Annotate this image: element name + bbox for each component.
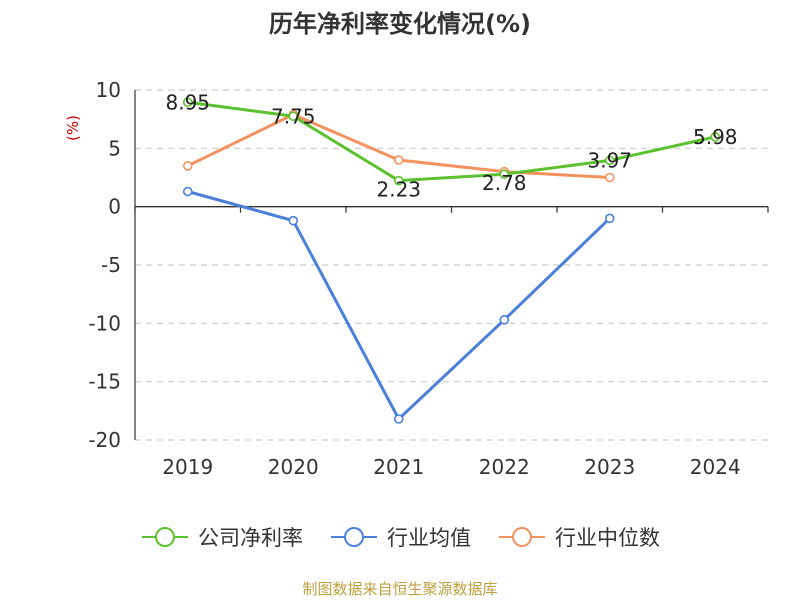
x-tick-label: 2022 [479,455,530,479]
series-line [187,100,716,183]
y-axis-label: (%) [64,115,82,141]
data-point [499,315,510,325]
data-point [393,414,404,424]
data-point [288,215,299,226]
data-point [288,111,299,122]
data-point [182,97,193,108]
y-tick-label: -15 [88,370,121,394]
y-tick-label: -20 [88,428,121,452]
data-label: 5.98 [693,125,738,149]
data-label: 3.97 [587,148,632,172]
source-note: 制图数据来自恒生聚源数据库 [302,580,498,598]
x-tick-label: 2021 [373,455,424,479]
legend-item[interactable]: 行业均值 [329,522,471,552]
legend-label: 公司净利率 [198,526,303,550]
x-tick-label: 2019 [162,455,213,479]
legend-circle [344,527,364,547]
x-tick-label: 2023 [584,455,635,479]
x-tick-label: 2020 [268,455,319,479]
data-label: 8.95 [165,90,210,114]
legend: 公司净利率 行业均值 行业中位数 [0,520,800,554]
y-tick-label: 0 [108,195,121,219]
y-tick-label: 10 [96,78,121,102]
data-label: 2.23 [376,178,421,202]
line-chart: (%) 10 5 0 -5 -10 -15 -20 2019 2020 2021 2022 2023 2… [64,78,769,479]
data-point [604,172,615,183]
legend-circle [155,527,175,547]
chart-title: 历年净利率变化情况(%) [269,10,531,38]
legend-circle [512,527,532,547]
y-tick-label: -10 [88,311,121,335]
data-label: 7.75 [271,104,316,128]
legend-marker-icon [142,527,188,547]
data-point [604,155,615,166]
data-label: 2.78 [482,171,527,195]
data-point [710,132,721,142]
data-point [182,161,193,171]
data-point [182,186,193,197]
legend-marker-icon [331,527,377,547]
data-point [499,169,510,180]
y-tick-label: -5 [101,253,121,277]
data-point [393,155,404,165]
y-tick-label: 5 [108,136,121,160]
legend-label: 行业均值 [387,526,471,550]
data-point [604,213,615,224]
legend-item[interactable]: 公司净利率 [140,522,303,552]
data-point [393,175,404,186]
series-line [187,190,611,422]
legend-item[interactable]: 行业中位数 [497,522,660,552]
x-tick-label: 2024 [690,455,741,479]
legend-label: 行业中位数 [555,526,660,550]
legend-marker-icon [499,527,545,547]
